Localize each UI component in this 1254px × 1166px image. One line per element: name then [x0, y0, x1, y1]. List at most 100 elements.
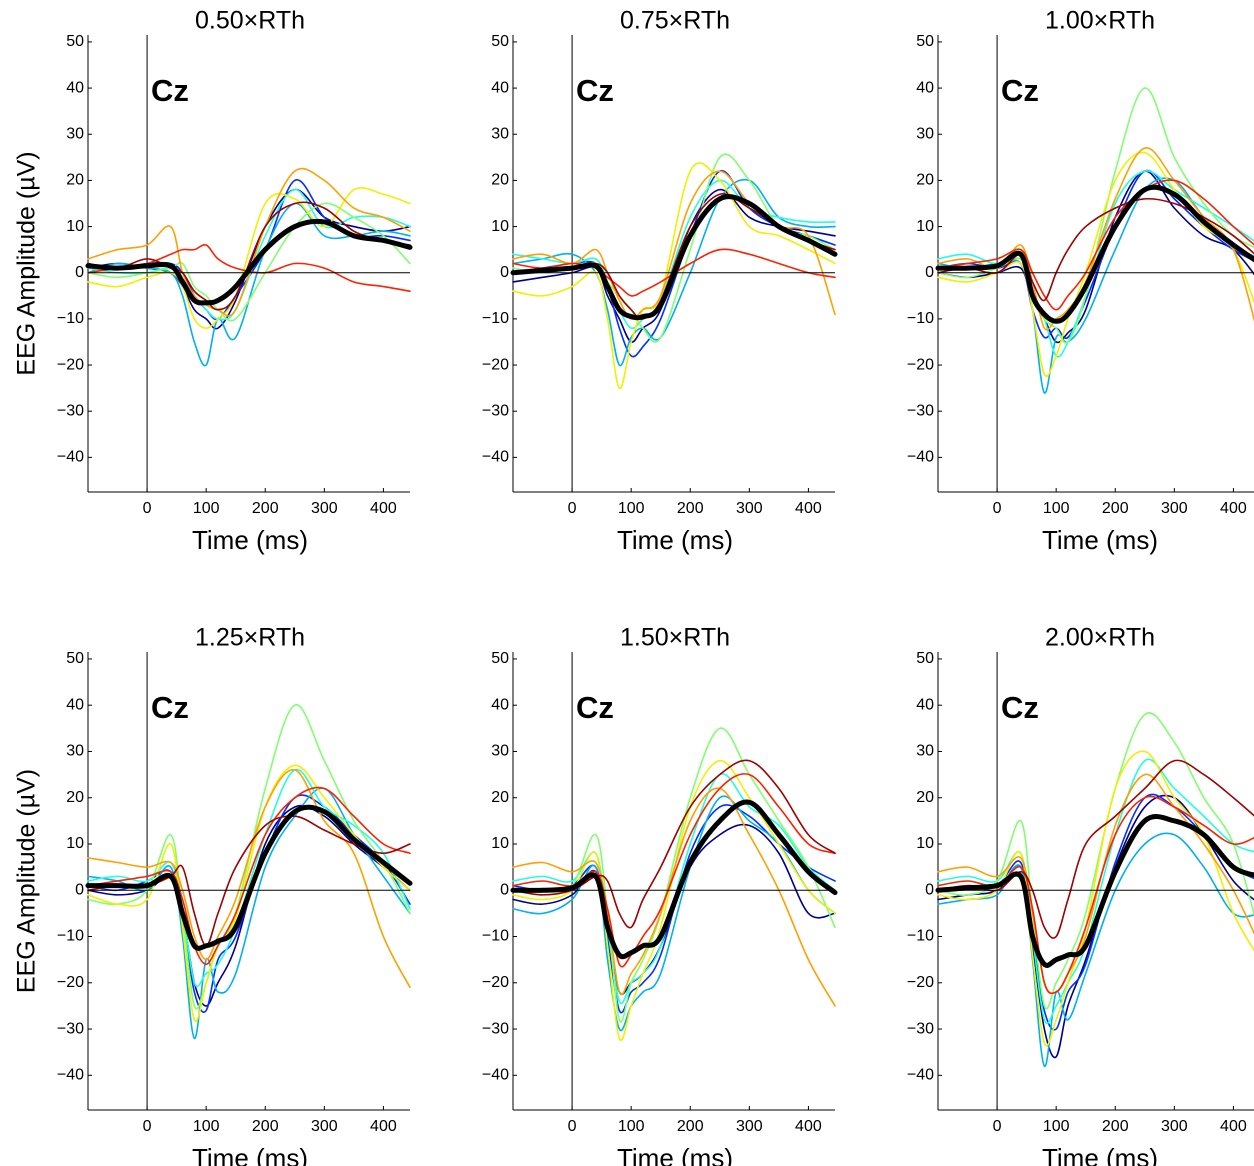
electrode-label: Cz — [1001, 690, 1039, 725]
x-tick-label: 300 — [736, 500, 763, 517]
trace — [937, 793, 1254, 1031]
y-tick-label: 30 — [66, 125, 84, 142]
y-tick-label: 20 — [491, 789, 509, 806]
trace — [87, 786, 411, 966]
y-tick-label: 30 — [491, 125, 509, 142]
y-tick-label: −30 — [482, 1020, 509, 1037]
y-tick-label: 0 — [75, 881, 84, 898]
x-axis-label: Time (ms) — [1042, 1143, 1158, 1166]
y-tick-label: 10 — [491, 218, 509, 235]
x-axis-label: Time (ms) — [192, 1143, 308, 1166]
trace — [87, 188, 411, 330]
y-tick-label: 10 — [66, 835, 84, 852]
x-tick-label: 100 — [618, 500, 645, 517]
x-tick-label: 200 — [677, 500, 704, 517]
trace — [937, 712, 1254, 1010]
trace — [87, 167, 411, 317]
trace — [510, 799, 838, 960]
y-tick-label: −10 — [57, 310, 84, 327]
x-tick-label: 300 — [311, 500, 338, 517]
y-tick-label: 40 — [66, 79, 84, 96]
x-tick-label: 200 — [677, 1118, 704, 1135]
y-tick-label: −10 — [482, 928, 509, 945]
y-tick-label: −30 — [57, 1020, 84, 1037]
panel: 1.00×RTh Time (ms) −40 −30 −20 −10 0 10 20 30 40 50… — [907, 7, 1254, 555]
y-tick-label: −40 — [482, 1067, 509, 1084]
y-tick-label: 20 — [916, 172, 934, 189]
trace — [512, 153, 836, 343]
y-tick-label: 20 — [66, 172, 84, 189]
trace — [937, 87, 1254, 344]
y-tick-label: −30 — [482, 402, 509, 419]
y-tick-label: 0 — [75, 264, 84, 281]
y-tick-label: 30 — [66, 743, 84, 760]
y-tick-label: 20 — [491, 172, 509, 189]
y-tick-label: 50 — [916, 650, 934, 667]
trace — [937, 759, 1254, 939]
y-tick-label: −20 — [482, 974, 509, 991]
x-axis-label: Time (ms) — [1042, 525, 1158, 555]
x-tick-label: 0 — [568, 1118, 577, 1135]
electrode-label: Cz — [151, 73, 189, 108]
y-tick-label: −40 — [57, 1067, 84, 1084]
y-tick-label: 10 — [916, 218, 934, 235]
x-tick-label: 400 — [370, 500, 397, 517]
trace — [85, 218, 413, 306]
trace — [937, 179, 1254, 311]
trace — [87, 794, 411, 1013]
electrode-label: Cz — [576, 73, 614, 108]
y-tick-label: 30 — [916, 743, 934, 760]
x-tick-label: 400 — [1220, 1118, 1247, 1135]
x-tick-label: 100 — [1043, 1118, 1070, 1135]
y-tick-label: −40 — [907, 1067, 934, 1084]
y-tick-label: −30 — [907, 1020, 934, 1037]
y-tick-label: 40 — [491, 79, 509, 96]
electrode-label: Cz — [576, 690, 614, 725]
trace — [937, 795, 1254, 995]
x-axis-label: Time (ms) — [192, 525, 308, 555]
y-tick-label: −10 — [907, 928, 934, 945]
y-tick-label: −30 — [57, 402, 84, 419]
x-tick-label: 300 — [736, 1118, 763, 1135]
y-tick-label: 0 — [500, 264, 509, 281]
trace — [937, 170, 1254, 344]
y-tick-label: 0 — [925, 264, 934, 281]
panel: 0.50×RTh EEG Amplitude (µV) Time (ms) −40 −3… — [13, 7, 413, 555]
y-tick-label: 50 — [66, 650, 84, 667]
y-tick-label: 30 — [916, 125, 934, 142]
panel: 2.00×RTh Time (ms) −40 −30 −20 −10 0 10 20 30 40 50… — [907, 624, 1254, 1166]
y-tick-label: −20 — [482, 356, 509, 373]
x-tick-label: 400 — [1220, 500, 1247, 517]
y-tick-label: 40 — [491, 696, 509, 713]
y-tick-label: −20 — [907, 356, 934, 373]
y-tick-label: −10 — [57, 928, 84, 945]
panel: 1.25×RTh EEG Amplitude (µV) Time (ms) −40 −3… — [13, 624, 413, 1166]
y-tick-label: 50 — [491, 650, 509, 667]
y-tick-label: −20 — [907, 974, 934, 991]
x-axis-label: Time (ms) — [617, 1143, 733, 1166]
y-tick-label: 50 — [916, 33, 934, 50]
trace — [512, 248, 836, 297]
y-tick-label: 20 — [66, 789, 84, 806]
y-axis-label: EEG Amplitude (µV) — [13, 769, 41, 993]
y-tick-label: 20 — [916, 789, 934, 806]
trace — [935, 184, 1254, 324]
y-tick-label: 10 — [916, 835, 934, 852]
electrode-label: Cz — [1001, 73, 1039, 108]
y-tick-label: −40 — [482, 449, 509, 466]
x-axis-label: Time (ms) — [617, 525, 733, 555]
panel-title: 0.75×RTh — [620, 7, 730, 35]
trace — [85, 804, 413, 951]
y-tick-label: 10 — [491, 835, 509, 852]
y-tick-label: −10 — [482, 310, 509, 327]
x-tick-label: 400 — [795, 1118, 822, 1135]
x-tick-label: 0 — [993, 500, 1002, 517]
y-tick-label: 40 — [916, 696, 934, 713]
x-tick-label: 200 — [1102, 500, 1129, 517]
y-tick-label: 0 — [925, 881, 934, 898]
trace — [87, 186, 411, 329]
x-tick-label: 400 — [795, 500, 822, 517]
y-tick-label: −10 — [907, 310, 934, 327]
